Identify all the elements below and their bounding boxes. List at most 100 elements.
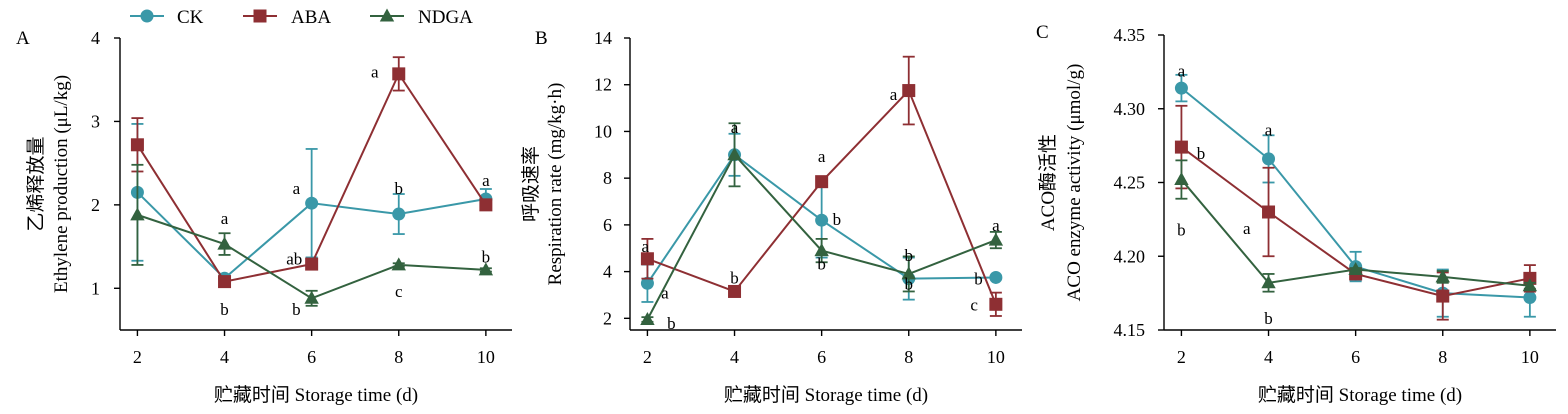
y-axis-title-cn: ACO酶活性: [1037, 134, 1059, 231]
data-point: [304, 290, 319, 304]
significance-label: a: [641, 237, 649, 256]
data-point: [815, 175, 829, 189]
legend-marker-ck: [140, 9, 154, 23]
data-point: [478, 262, 494, 276]
data-point: [640, 252, 654, 266]
data-point: [218, 275, 232, 289]
significance-label: c: [395, 282, 403, 301]
y-tick-label: 4.30: [1114, 99, 1146, 119]
panel-a: A 1 2 3 4 2 4 6 8 10 贮藏时间 Storage time (d) 乙烯释放量 Eth…: [16, 28, 512, 406]
y-axis-title-en: Ethylene production (μL/kg): [51, 75, 72, 293]
significance-label: c: [970, 295, 978, 314]
y-tick-label: 12: [594, 75, 612, 95]
data-point: [392, 207, 406, 221]
data-point: [988, 232, 1004, 246]
data-point: [305, 257, 319, 271]
x-tick-label: 4: [730, 347, 739, 367]
y-tick-label: 4: [91, 28, 100, 48]
legend-label: ABA: [291, 7, 331, 28]
data-point: [1174, 81, 1188, 95]
x-tick-label: 8: [394, 347, 403, 367]
significance-label: a: [992, 216, 1000, 235]
y-tick-label: 4.15: [1114, 320, 1146, 340]
series-aba: [1174, 104, 1537, 321]
significance-label: b: [1197, 144, 1206, 163]
x-tick-label: 10: [1521, 347, 1539, 367]
significance-label: b: [905, 246, 914, 265]
data-point: [130, 207, 145, 221]
x-tick-label: 10: [477, 347, 495, 367]
data-point: [479, 198, 493, 212]
legend-marker-ndga: [379, 8, 395, 22]
data-point: [1436, 289, 1450, 303]
y-tick-label: 10: [594, 121, 612, 141]
x-tick-label: 6: [307, 347, 316, 367]
y-tick-label: 8: [603, 168, 612, 188]
series-aba: [640, 55, 1003, 317]
y-tick-label: 4.20: [1114, 246, 1146, 266]
legend-item-aba: ABA: [243, 7, 331, 28]
panel-label: B: [535, 28, 548, 49]
series-ndga: [640, 122, 1004, 325]
significance-label: a: [731, 118, 739, 137]
data-point: [1522, 278, 1538, 292]
significance-label: a: [1178, 61, 1186, 80]
y-tick-label: 2: [603, 308, 612, 328]
data-point: [217, 236, 232, 250]
x-tick-label: 6: [1351, 347, 1360, 367]
series-ndga: [1174, 159, 1538, 293]
series-ndga: [130, 163, 494, 307]
data-point: [1174, 140, 1188, 154]
x-tick-label: 2: [643, 347, 652, 367]
significance-label: b: [730, 268, 739, 287]
data-point: [727, 147, 742, 161]
data-point: [1348, 262, 1363, 276]
x-tick-label: 10: [987, 347, 1005, 367]
data-point: [1435, 269, 1450, 283]
significance-label: b: [667, 314, 676, 333]
significance-label: a: [1265, 120, 1273, 139]
data-point: [815, 213, 829, 227]
data-point: [640, 276, 654, 290]
y-tick-label: 4: [603, 262, 612, 282]
data-point: [392, 67, 406, 81]
data-point: [391, 257, 406, 271]
data-point: [902, 84, 916, 98]
data-point: [1261, 275, 1276, 289]
significance-label: a: [293, 179, 301, 198]
significance-label: a: [371, 62, 379, 81]
significance-label: b: [292, 300, 301, 319]
data-point: [814, 243, 829, 257]
significance-label: a: [661, 284, 669, 303]
data-point: [1262, 205, 1276, 219]
significance-label: a: [1243, 219, 1251, 238]
y-tick-label: 6: [603, 215, 612, 235]
y-axis-title-cn: 呼吸速率: [520, 146, 542, 222]
y-tick-label: 4.35: [1114, 25, 1146, 45]
x-axis-title: 贮藏时间 Storage time (d): [1258, 384, 1462, 406]
y-tick-label: 4.25: [1114, 173, 1146, 193]
data-point: [989, 297, 1003, 311]
data-point: [640, 311, 655, 325]
significance-label: b: [1177, 221, 1186, 240]
panel-label: C: [1036, 22, 1049, 43]
data-point: [130, 138, 144, 152]
x-tick-label: 4: [1264, 347, 1273, 367]
significance-label: a: [482, 171, 490, 190]
data-point: [728, 284, 742, 298]
panel-b: B 2 4 6 8 10 12 14 2 4 6 8 10 贮藏时间 Storage time (d) 呼吸…: [520, 28, 1022, 406]
significance-label: b: [1264, 309, 1273, 328]
significance-label: b: [905, 274, 914, 293]
data-point: [305, 196, 319, 210]
y-axis-title-en: ACO enzyme activity (μmol/g): [1064, 64, 1085, 302]
y-tick-label: 14: [594, 28, 612, 48]
data-point: [901, 266, 916, 280]
data-point: [989, 270, 1003, 284]
y-axis-title-cn: 乙烯释放量: [25, 136, 47, 231]
x-axis-title: 贮藏时间 Storage time (d): [214, 384, 418, 406]
y-tick-label: 3: [91, 111, 100, 131]
legend-marker-aba: [253, 9, 267, 23]
series-aba: [130, 56, 493, 289]
data-point: [1174, 172, 1189, 186]
legend-item-ndga: NDGA: [370, 7, 473, 28]
